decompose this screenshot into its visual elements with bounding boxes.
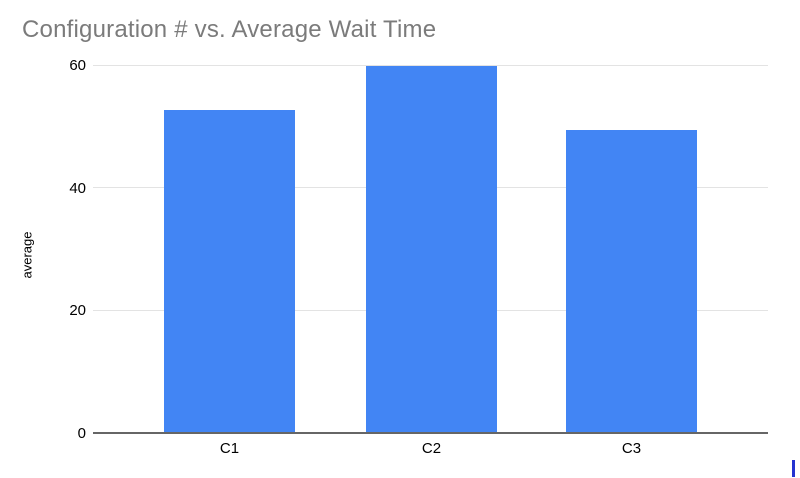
chart-title: Configuration # vs. Average Wait Time <box>22 16 437 43</box>
x-axis-label: C3 <box>621 440 642 457</box>
bar-C1[interactable] <box>164 109 295 433</box>
gridline-y-60 <box>93 64 768 66</box>
x-axis-line <box>93 432 768 434</box>
bar-C3[interactable] <box>566 130 697 433</box>
y-tick-label: 60 <box>69 57 86 74</box>
text-caret <box>792 460 795 477</box>
x-axis-label: C2 <box>421 440 442 457</box>
y-tick-label: 0 <box>77 425 86 442</box>
bar-C2[interactable] <box>366 65 497 433</box>
y-axis-title: average <box>19 231 35 279</box>
y-tick-label: 40 <box>69 179 86 197</box>
x-axis-label: C1 <box>219 440 240 457</box>
y-tick-label: 20 <box>69 302 86 320</box>
